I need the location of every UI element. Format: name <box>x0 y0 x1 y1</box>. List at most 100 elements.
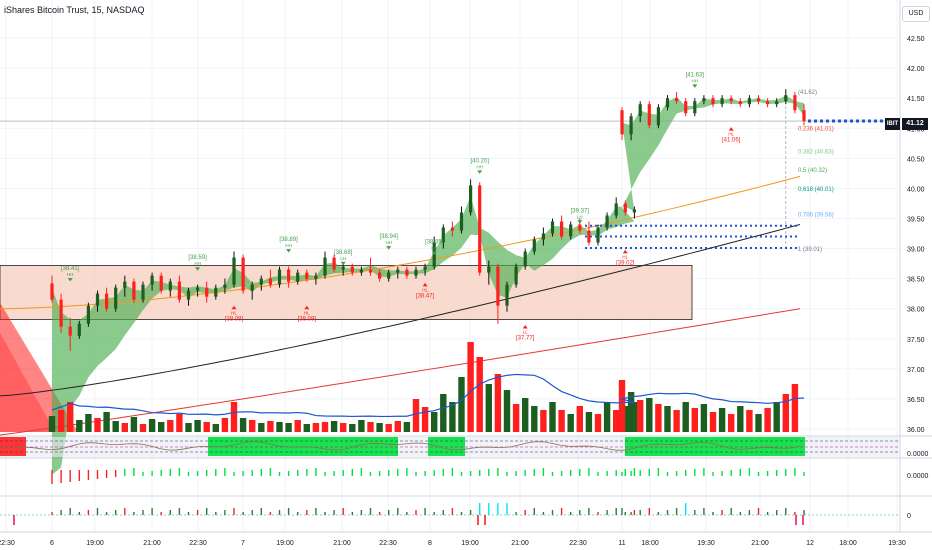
candle-body <box>505 284 509 306</box>
candle <box>747 95 751 108</box>
candle <box>450 221 454 237</box>
volume-bar <box>540 410 547 432</box>
candle-body <box>405 269 409 276</box>
pivot-low-marker <box>304 305 310 310</box>
candle <box>314 272 318 285</box>
volume-bar <box>728 414 735 432</box>
pivot-low-tag: HL <box>622 254 628 259</box>
candle <box>405 266 409 279</box>
volume-bar <box>148 419 156 432</box>
candle <box>268 269 272 288</box>
candle <box>305 269 309 282</box>
osc1-region <box>0 437 26 456</box>
pivot-high-marker <box>386 246 392 250</box>
volume-bar <box>782 394 789 432</box>
candle-body <box>784 95 788 102</box>
volume-bar <box>682 402 689 432</box>
candle <box>214 284 218 300</box>
price-axis[interactable]: 42.5042.0041.5041.0040.5040.0039.5039.00… <box>907 36 929 520</box>
candle <box>287 266 291 288</box>
chart-title: iShares Bitcoin Trust, 15, NASDAQ <box>4 5 145 15</box>
time-tick-label: 19:00 <box>86 540 104 547</box>
volume-bar <box>449 402 456 432</box>
volume-bar <box>567 414 574 432</box>
osc1-line <box>0 441 801 451</box>
time-axis[interactable]: 22:30 6 19:00 21:00 22:30 7 19:00 21:00 22:30 8 19… <box>0 540 906 547</box>
volume-bar <box>367 422 374 432</box>
volume-bar <box>467 342 474 432</box>
currency-selector[interactable]: USD <box>902 6 930 22</box>
candle-body <box>350 266 354 273</box>
oscillator-panes <box>0 437 900 525</box>
volume-bar <box>485 384 492 432</box>
candle <box>387 269 391 282</box>
candle <box>756 95 761 105</box>
candle <box>550 218 555 237</box>
volume-bar <box>203 422 210 432</box>
candle-body <box>105 293 109 309</box>
time-tick-label: 19:30 <box>697 540 715 547</box>
volume-bar <box>276 422 283 432</box>
pivot-low-marker <box>728 127 734 131</box>
volume-bars <box>48 342 805 432</box>
volume-bar <box>330 421 338 432</box>
candle-body <box>702 98 706 102</box>
price-tick-label: 40.00 <box>907 186 925 193</box>
candle-body <box>569 224 573 237</box>
candle-body <box>214 287 218 297</box>
candle-body <box>711 98 715 105</box>
pivot-high-tag: LH <box>577 214 583 219</box>
pivot-high-label: [38.94] <box>380 234 399 240</box>
candle-body <box>59 299 63 327</box>
candle-body <box>323 257 327 276</box>
volume-bar <box>230 402 238 432</box>
volume-bar <box>239 418 247 432</box>
candle <box>541 227 545 246</box>
candle <box>296 269 300 285</box>
pivot-low-tag: LL <box>523 330 529 335</box>
volume-bar <box>412 399 420 432</box>
pivot-high-tag: LH <box>431 246 437 251</box>
candle-body <box>296 272 300 282</box>
volume-bar <box>755 414 762 432</box>
candle <box>775 98 779 108</box>
candle-body <box>141 284 145 300</box>
candle-body <box>250 284 254 291</box>
volume-bar <box>494 374 502 432</box>
candle <box>232 251 236 288</box>
candle-body <box>514 266 518 285</box>
price-tick-label: 38.50 <box>907 277 925 284</box>
candle <box>729 95 733 105</box>
candle <box>95 290 100 312</box>
time-tick-label: 22:30 <box>379 540 397 547</box>
candle-body <box>496 266 500 306</box>
pivot-low-tag: HL <box>728 132 734 137</box>
pivot-low-marker <box>522 325 528 329</box>
candle-body <box>523 251 527 267</box>
pivot-high-label: [38.68] <box>334 250 353 256</box>
volume-bar <box>185 423 192 432</box>
last-price-tag: 41.12 <box>902 118 928 130</box>
osc3-tick-label: 0 <box>907 513 911 520</box>
candle <box>259 275 263 291</box>
fib-level-label: 0.382 (40.63) <box>798 150 834 156</box>
candle <box>478 182 482 276</box>
candle-body <box>775 101 779 105</box>
candle <box>738 98 742 108</box>
candle-body <box>656 107 660 126</box>
candle <box>441 224 445 249</box>
candle-body <box>560 221 564 237</box>
volume-bar <box>221 418 229 432</box>
candle-body <box>332 257 336 270</box>
orange-moving-average <box>0 175 801 310</box>
price-tick-label: 36.50 <box>907 397 925 404</box>
time-tick-label: 19:00 <box>276 540 294 547</box>
candle <box>623 200 627 216</box>
price-tick-label: 42.50 <box>907 36 925 43</box>
volume-bar <box>585 412 593 432</box>
candle-body <box>414 269 418 276</box>
pivot-high-label: [40.20] <box>471 158 490 164</box>
candle-body <box>620 110 624 135</box>
volume-bar <box>576 406 583 432</box>
